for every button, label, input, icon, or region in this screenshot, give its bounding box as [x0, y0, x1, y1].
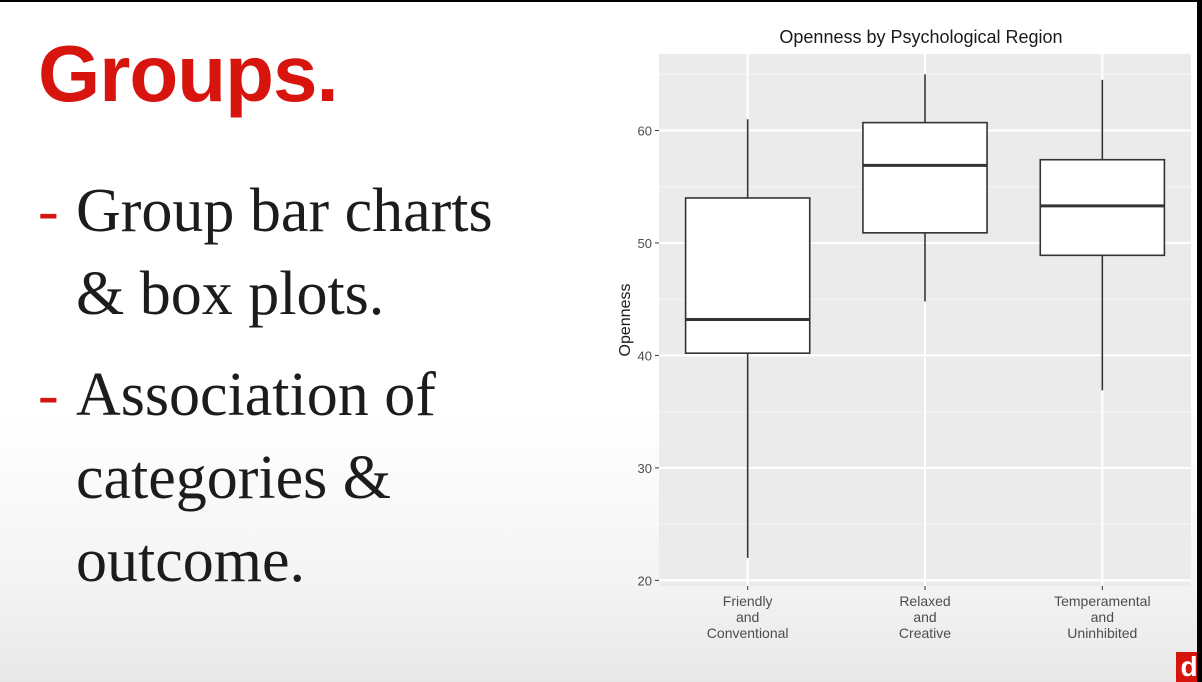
bullet-association: - Association of categories & outcome.: [38, 354, 436, 603]
box-iqr: [1039, 158, 1166, 257]
bullet-text-line: Association of: [76, 361, 436, 429]
bullet-text-line: Group bar charts: [76, 177, 493, 245]
x-tick-label: Temperamental: [1054, 593, 1151, 609]
x-tick-label: Friendly: [723, 593, 773, 609]
bullet-text-line: outcome.: [76, 527, 305, 595]
bullet-text-line: & box plots.: [76, 260, 385, 328]
box: [1039, 79, 1166, 391]
brand-logo: d: [1176, 652, 1197, 682]
bullet-dash: -: [38, 361, 59, 429]
x-tick-label: Conventional: [707, 625, 789, 641]
box: [684, 119, 811, 558]
y-tick-label: 20: [638, 573, 652, 588]
y-tick-label: 40: [638, 348, 652, 363]
box: [862, 74, 988, 302]
y-axis-label: Openness: [617, 284, 634, 357]
x-tick-label: and: [1091, 609, 1114, 625]
bullet-group-charts: - Group bar charts & box plots.: [38, 170, 493, 336]
box-iqr: [862, 121, 988, 234]
chart-title: Openness by Psychological Region: [779, 27, 1062, 47]
y-axis: 20 30 40 50 60: [638, 123, 659, 588]
box-plot-chart: Openness by Psychological Region 20 30 40 5…: [617, 27, 1191, 641]
y-tick-label: 60: [638, 123, 652, 138]
box-iqr: [684, 197, 811, 354]
x-tick-label: and: [736, 609, 759, 625]
y-tick-label: 30: [638, 461, 652, 476]
y-tick-label: 50: [638, 236, 652, 251]
x-tick-label: Creative: [899, 625, 951, 641]
boxes: [684, 74, 1166, 558]
x-tick-label: and: [913, 609, 936, 625]
bullet-text-line: categories &: [76, 444, 392, 512]
x-axis: FriendlyandConventionalRelaxedandCreativ…: [707, 586, 1151, 641]
slide-title: Groups.: [38, 29, 339, 118]
x-tick-label: Relaxed: [899, 593, 950, 609]
x-tick-label: Uninhibited: [1067, 625, 1137, 641]
bullet-dash: -: [38, 177, 59, 245]
